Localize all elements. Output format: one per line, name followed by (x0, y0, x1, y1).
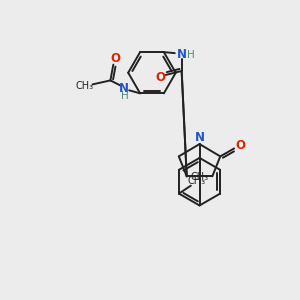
Text: O: O (110, 52, 120, 65)
Text: N: N (194, 130, 205, 144)
Text: N: N (177, 48, 187, 61)
Text: H: H (122, 91, 129, 101)
Text: H: H (187, 50, 194, 60)
Text: N: N (119, 82, 129, 95)
Text: CH₃: CH₃ (76, 81, 94, 92)
Text: CH₃: CH₃ (190, 172, 208, 182)
Text: CH₃: CH₃ (188, 176, 206, 186)
Text: O: O (235, 139, 245, 152)
Text: O: O (155, 71, 165, 84)
